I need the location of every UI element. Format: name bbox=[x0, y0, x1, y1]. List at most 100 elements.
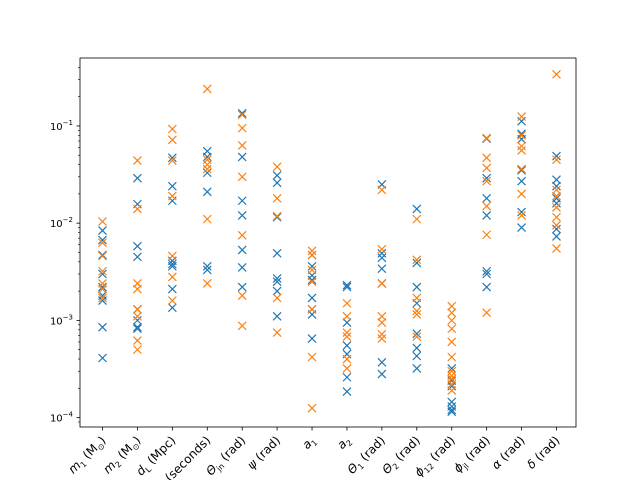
data-point-x-marker bbox=[98, 322, 107, 332]
data-point-x-marker bbox=[202, 265, 212, 275]
data-point-x-marker bbox=[552, 185, 561, 195]
data-point-x-marker bbox=[307, 265, 317, 275]
marker-stroke bbox=[482, 266, 492, 276]
marker-stroke bbox=[272, 211, 282, 221]
data-point-x-marker bbox=[552, 198, 561, 208]
marker-stroke bbox=[447, 386, 457, 395]
marker-stroke bbox=[237, 108, 247, 118]
marker-stroke bbox=[272, 286, 282, 296]
marker-stroke bbox=[517, 189, 527, 199]
marker-stroke bbox=[517, 141, 527, 151]
marker-stroke bbox=[237, 230, 247, 240]
data-point-x-marker bbox=[517, 116, 527, 126]
marker-stroke bbox=[132, 252, 142, 262]
marker-stroke bbox=[98, 322, 107, 332]
marker-stroke bbox=[272, 193, 282, 203]
data-point-x-marker bbox=[517, 223, 527, 233]
data-point-x-marker bbox=[237, 291, 247, 300]
data-point-x-marker bbox=[342, 372, 352, 382]
marker-stroke bbox=[98, 266, 107, 276]
marker-stroke bbox=[132, 204, 142, 214]
data-point-x-marker bbox=[552, 224, 561, 234]
marker-stroke bbox=[202, 164, 212, 174]
marker-stroke bbox=[98, 284, 107, 294]
marker-stroke bbox=[552, 69, 561, 79]
data-point-x-marker bbox=[412, 364, 422, 373]
marker-stroke bbox=[552, 155, 561, 165]
data-point-x-marker bbox=[377, 253, 387, 263]
data-point-x-marker bbox=[447, 308, 457, 318]
data-point-x-marker bbox=[167, 135, 177, 145]
marker-stroke bbox=[517, 164, 527, 174]
marker-stroke bbox=[342, 387, 352, 397]
marker-stroke bbox=[447, 366, 457, 376]
data-point-x-marker bbox=[552, 212, 561, 222]
data-point-x-marker bbox=[412, 282, 422, 292]
marker-stroke bbox=[517, 165, 527, 175]
marker-stroke bbox=[132, 241, 142, 251]
marker-stroke bbox=[412, 204, 422, 214]
data-point-x-marker bbox=[482, 230, 492, 240]
marker-stroke bbox=[342, 341, 352, 351]
marker-stroke bbox=[98, 296, 107, 305]
marker-stroke bbox=[517, 146, 527, 155]
x-tick-label: ψ (rad) bbox=[244, 433, 283, 472]
marker-stroke bbox=[482, 201, 492, 211]
data-point-x-marker bbox=[342, 282, 352, 292]
marker-stroke bbox=[552, 151, 561, 161]
marker-stroke bbox=[132, 336, 142, 345]
marker-stroke bbox=[202, 160, 212, 170]
data-point-x-marker bbox=[517, 134, 527, 144]
marker-stroke bbox=[412, 343, 422, 353]
marker-stroke bbox=[552, 191, 561, 201]
marker-stroke bbox=[412, 351, 422, 361]
data-point-x-marker bbox=[202, 84, 212, 94]
marker-stroke bbox=[272, 311, 282, 321]
data-point-x-marker bbox=[202, 214, 212, 224]
data-point-x-marker bbox=[272, 193, 282, 203]
marker-stroke bbox=[237, 152, 247, 162]
data-point-x-marker bbox=[412, 329, 422, 339]
data-point-x-marker bbox=[517, 176, 527, 186]
data-point-x-marker bbox=[167, 272, 177, 282]
marker-stroke bbox=[447, 352, 457, 362]
marker-stroke bbox=[552, 198, 561, 208]
data-point-x-marker bbox=[412, 293, 422, 303]
marker-stroke bbox=[482, 173, 492, 183]
marker-stroke bbox=[377, 369, 387, 379]
data-point-x-marker bbox=[202, 160, 212, 170]
data-point-x-marker bbox=[342, 298, 352, 308]
data-point-x-marker bbox=[132, 284, 142, 294]
data-point-x-marker bbox=[377, 248, 387, 258]
marker-stroke bbox=[98, 217, 107, 226]
marker-stroke bbox=[167, 251, 177, 261]
marker-stroke bbox=[98, 238, 107, 248]
marker-stroke bbox=[342, 332, 352, 342]
data-point-x-marker bbox=[132, 311, 142, 321]
data-point-x-marker bbox=[307, 250, 317, 260]
data-point-x-marker bbox=[98, 250, 107, 260]
data-point-x-marker bbox=[412, 310, 422, 319]
data-point-x-marker bbox=[167, 156, 177, 166]
data-point-x-marker bbox=[307, 246, 317, 256]
marker-stroke bbox=[447, 308, 457, 318]
data-point-x-marker bbox=[447, 337, 457, 347]
data-point-x-marker bbox=[132, 345, 142, 355]
marker-stroke bbox=[132, 345, 142, 355]
data-point-x-marker bbox=[447, 397, 457, 407]
data-point-x-marker bbox=[167, 153, 177, 163]
marker-stroke bbox=[517, 112, 527, 121]
marker-stroke bbox=[447, 405, 457, 415]
marker-stroke bbox=[307, 293, 317, 303]
marker-stroke bbox=[307, 304, 317, 314]
marker-stroke bbox=[272, 178, 282, 188]
data-point-x-marker bbox=[517, 112, 527, 121]
marker-stroke bbox=[552, 243, 561, 253]
data-point-x-marker bbox=[342, 364, 352, 373]
data-point-x-marker bbox=[517, 164, 527, 174]
data-point-x-marker bbox=[447, 324, 457, 334]
data-point-x-marker bbox=[482, 201, 492, 211]
marker-stroke bbox=[412, 329, 422, 339]
data-point-x-marker bbox=[98, 269, 107, 279]
